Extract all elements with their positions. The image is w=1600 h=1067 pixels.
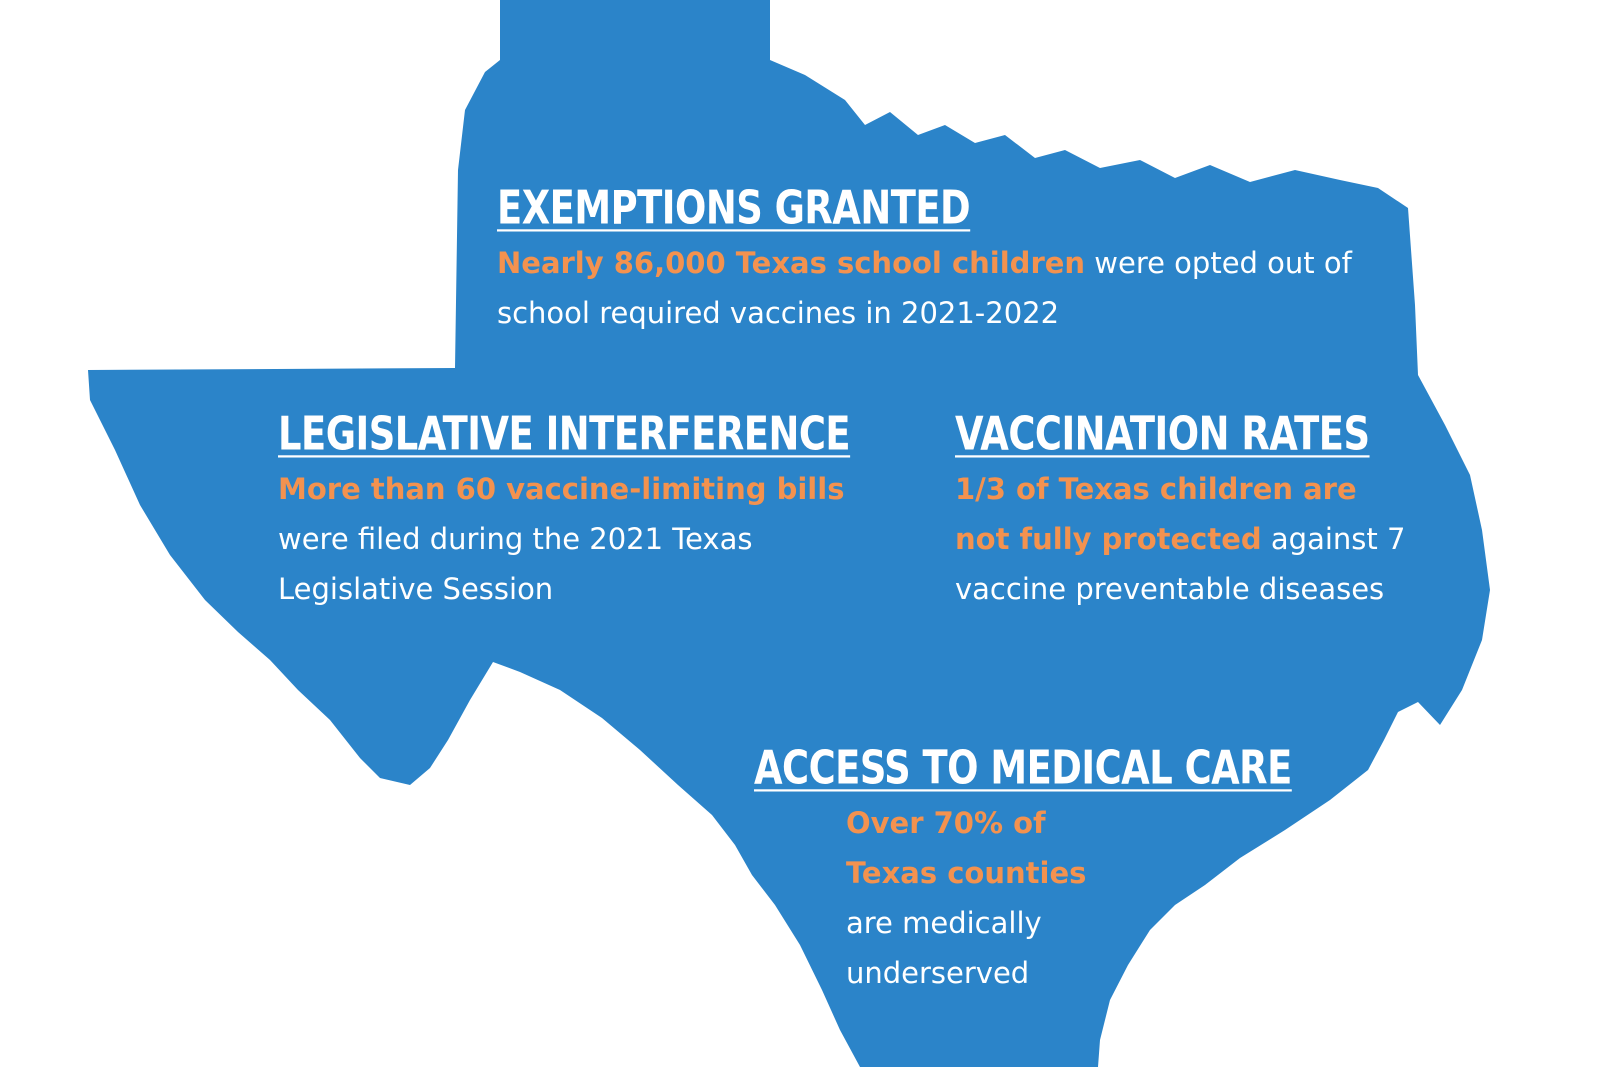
vaccination-heading: VACCINATION RATES (955, 407, 1370, 461)
legislative-text: More than 60 vaccine-limiting bills were… (278, 464, 868, 614)
exemptions-highlight: Nearly 86,000 Texas school children (497, 246, 1086, 280)
legislative-section: LEGISLATIVE INTERFERENCE More than 60 va… (278, 406, 868, 614)
access-section: ACCESS TO MEDICAL CARE Over 70% of Texas… (754, 740, 1314, 998)
exemptions-rest: were opted out of school required vaccin… (497, 246, 1352, 330)
vaccination-rest: against 7 vaccine preventable diseases (955, 522, 1406, 606)
vaccination-highlight: 1/3 of Texas children are not fully prot… (955, 472, 1357, 556)
legislative-rest: were filed during the 2021 Texas Legisla… (278, 522, 753, 606)
vaccination-section: VACCINATION RATES 1/3 of Texas children … (955, 406, 1415, 614)
exemptions-section: EXEMPTIONS GRANTED Nearly 86,000 Texas s… (497, 180, 1417, 338)
access-heading: ACCESS TO MEDICAL CARE (754, 741, 1292, 795)
access-highlight: Over 70% of Texas counties (846, 806, 1087, 890)
exemptions-heading: EXEMPTIONS GRANTED (497, 181, 971, 235)
legislative-highlight: More than 60 vaccine-limiting bills (278, 472, 845, 506)
access-rest: are medically underserved (846, 906, 1042, 990)
legislative-heading: LEGISLATIVE INTERFERENCE (278, 407, 851, 461)
vaccination-text: 1/3 of Texas children are not fully prot… (955, 464, 1415, 614)
exemptions-text: Nearly 86,000 Texas school children were… (497, 238, 1417, 338)
access-text: Over 70% of Texas counties are medically… (846, 798, 1116, 998)
texas-state-outline (88, 0, 1490, 1067)
